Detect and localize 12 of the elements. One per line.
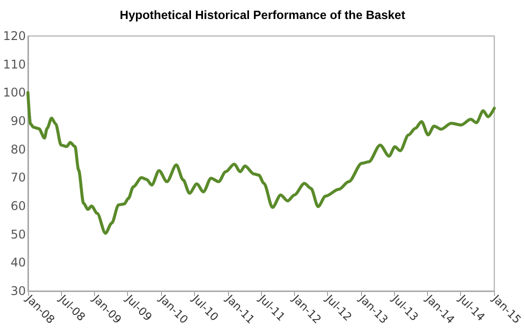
line-series bbox=[26, 91, 496, 235]
y-tick-label: 120 bbox=[3, 29, 26, 43]
y-tick-label: 40 bbox=[10, 256, 26, 270]
y-tick-label: 80 bbox=[10, 142, 26, 156]
y-tick-label: 110 bbox=[3, 57, 26, 72]
y-tick-label: 50 bbox=[10, 227, 26, 242]
y-tick-label: 60 bbox=[10, 199, 26, 213]
y-tick-label: 100 bbox=[3, 86, 26, 100]
y-tick-label: 90 bbox=[10, 114, 26, 128]
y-tick-label: 70 bbox=[10, 170, 26, 185]
chart-title: Hypothetical Historical Performance of the Basket bbox=[120, 8, 406, 22]
y-tick-label: 30 bbox=[10, 284, 26, 298]
